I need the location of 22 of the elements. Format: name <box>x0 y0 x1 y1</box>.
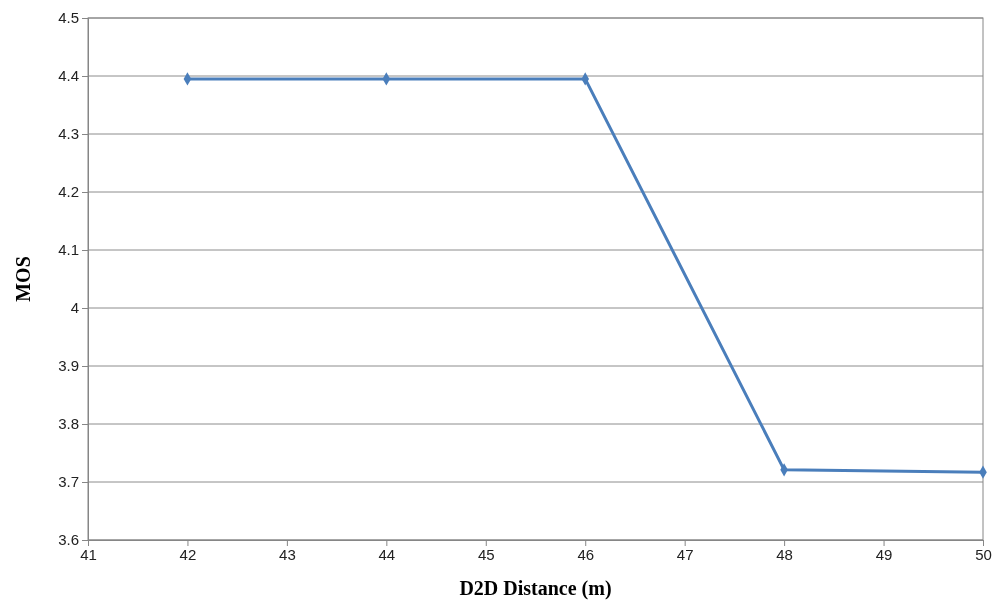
y-axis-title: MOS <box>12 256 34 302</box>
x-tick-label: 41 <box>80 545 97 563</box>
y-tick-label: 4.4 <box>58 67 79 85</box>
x-tick-label: 42 <box>179 545 197 563</box>
x-tick-label: 46 <box>577 545 595 563</box>
x-tick-label: 44 <box>378 545 396 563</box>
y-tick-label: 4.5 <box>58 9 79 27</box>
y-tick-label: 3.7 <box>58 473 79 491</box>
y-tick-label: 4.3 <box>58 125 79 143</box>
y-tick-label: 3.9 <box>58 357 79 375</box>
y-tick-label: 4 <box>70 299 79 317</box>
x-tick-label: 49 <box>875 545 893 563</box>
x-tick-label: 47 <box>676 545 694 563</box>
y-tick-label: 4.1 <box>58 241 79 259</box>
x-axis-title: D2D Distance (m) <box>459 577 612 600</box>
x-tick-label: 50 <box>975 545 992 563</box>
y-tick-label: 3.6 <box>58 531 79 549</box>
x-tick-label: 43 <box>279 545 296 563</box>
y-tick-label: 4.2 <box>58 183 79 201</box>
y-tick-label: 3.8 <box>58 415 79 433</box>
x-tick-label: 48 <box>776 545 793 563</box>
x-tick-label: 45 <box>477 545 495 563</box>
